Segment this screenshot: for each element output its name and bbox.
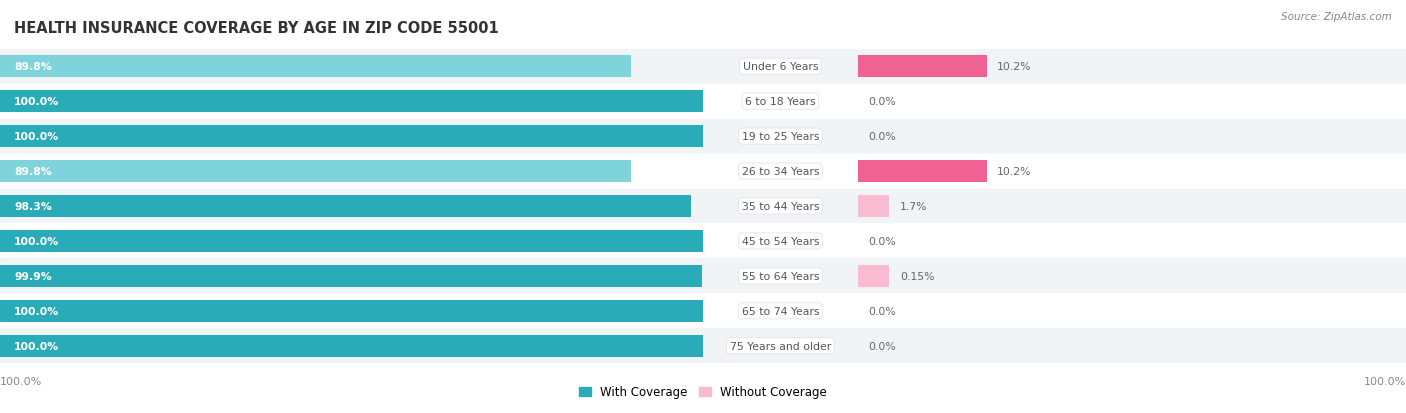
Text: 100.0%: 100.0% [0, 376, 42, 386]
Bar [0, 329, 703, 363]
Bar [0, 335, 703, 357]
Text: 99.9%: 99.9% [14, 271, 52, 281]
Text: 0.0%: 0.0% [869, 306, 896, 316]
Bar [0, 196, 692, 217]
Bar [0, 294, 703, 329]
Text: 10.2%: 10.2% [997, 166, 1032, 177]
Text: 1.7%: 1.7% [900, 202, 928, 211]
Text: 100.0%: 100.0% [14, 97, 59, 107]
Bar [0, 224, 703, 259]
Bar [0, 56, 631, 78]
Text: 0.0%: 0.0% [869, 236, 896, 247]
Bar [703, 224, 1406, 259]
Text: 100.0%: 100.0% [14, 132, 59, 142]
Bar [0, 126, 703, 147]
Text: 0.15%: 0.15% [900, 271, 935, 281]
Text: 100.0%: 100.0% [1364, 376, 1406, 386]
Bar [703, 119, 1406, 154]
Bar [703, 189, 1406, 224]
Text: Source: ZipAtlas.com: Source: ZipAtlas.com [1281, 12, 1392, 22]
Text: 100.0%: 100.0% [14, 341, 59, 351]
Text: 100.0%: 100.0% [14, 306, 59, 316]
Text: 0.0%: 0.0% [869, 132, 896, 142]
Bar [703, 84, 1406, 119]
Bar [0, 161, 631, 183]
Bar [0, 91, 703, 113]
Legend: With Coverage, Without Coverage: With Coverage, Without Coverage [574, 381, 832, 403]
Bar [0, 154, 703, 189]
Bar [0, 119, 703, 154]
Text: 19 to 25 Years: 19 to 25 Years [741, 132, 820, 142]
Text: 89.8%: 89.8% [14, 166, 52, 177]
Text: 45 to 54 Years: 45 to 54 Years [741, 236, 820, 247]
Text: HEALTH INSURANCE COVERAGE BY AGE IN ZIP CODE 55001: HEALTH INSURANCE COVERAGE BY AGE IN ZIP … [14, 21, 499, 36]
Text: 26 to 34 Years: 26 to 34 Years [741, 166, 820, 177]
Text: 75 Years and older: 75 Years and older [730, 341, 831, 351]
Bar [703, 259, 1406, 294]
Bar [703, 329, 1406, 363]
Text: 55 to 64 Years: 55 to 64 Years [741, 271, 820, 281]
Bar [0, 259, 703, 294]
Text: 6 to 18 Years: 6 to 18 Years [745, 97, 815, 107]
Bar [0, 230, 703, 252]
Text: Under 6 Years: Under 6 Years [742, 62, 818, 72]
Bar [703, 294, 1406, 329]
Bar [0, 189, 703, 224]
Bar [703, 50, 1406, 84]
Text: 0.0%: 0.0% [869, 97, 896, 107]
Text: 35 to 44 Years: 35 to 44 Years [741, 202, 820, 211]
Bar [858, 266, 889, 287]
Bar [703, 154, 1406, 189]
Text: 98.3%: 98.3% [14, 202, 52, 211]
Bar [858, 56, 987, 78]
Bar [0, 50, 703, 84]
Text: 100.0%: 100.0% [14, 236, 59, 247]
Text: 65 to 74 Years: 65 to 74 Years [741, 306, 820, 316]
Bar [0, 266, 703, 287]
Bar [858, 196, 889, 217]
Bar [858, 161, 987, 183]
Text: 89.8%: 89.8% [14, 62, 52, 72]
Text: 10.2%: 10.2% [997, 62, 1032, 72]
Text: 0.0%: 0.0% [869, 341, 896, 351]
Bar [0, 300, 703, 322]
Bar [0, 84, 703, 119]
